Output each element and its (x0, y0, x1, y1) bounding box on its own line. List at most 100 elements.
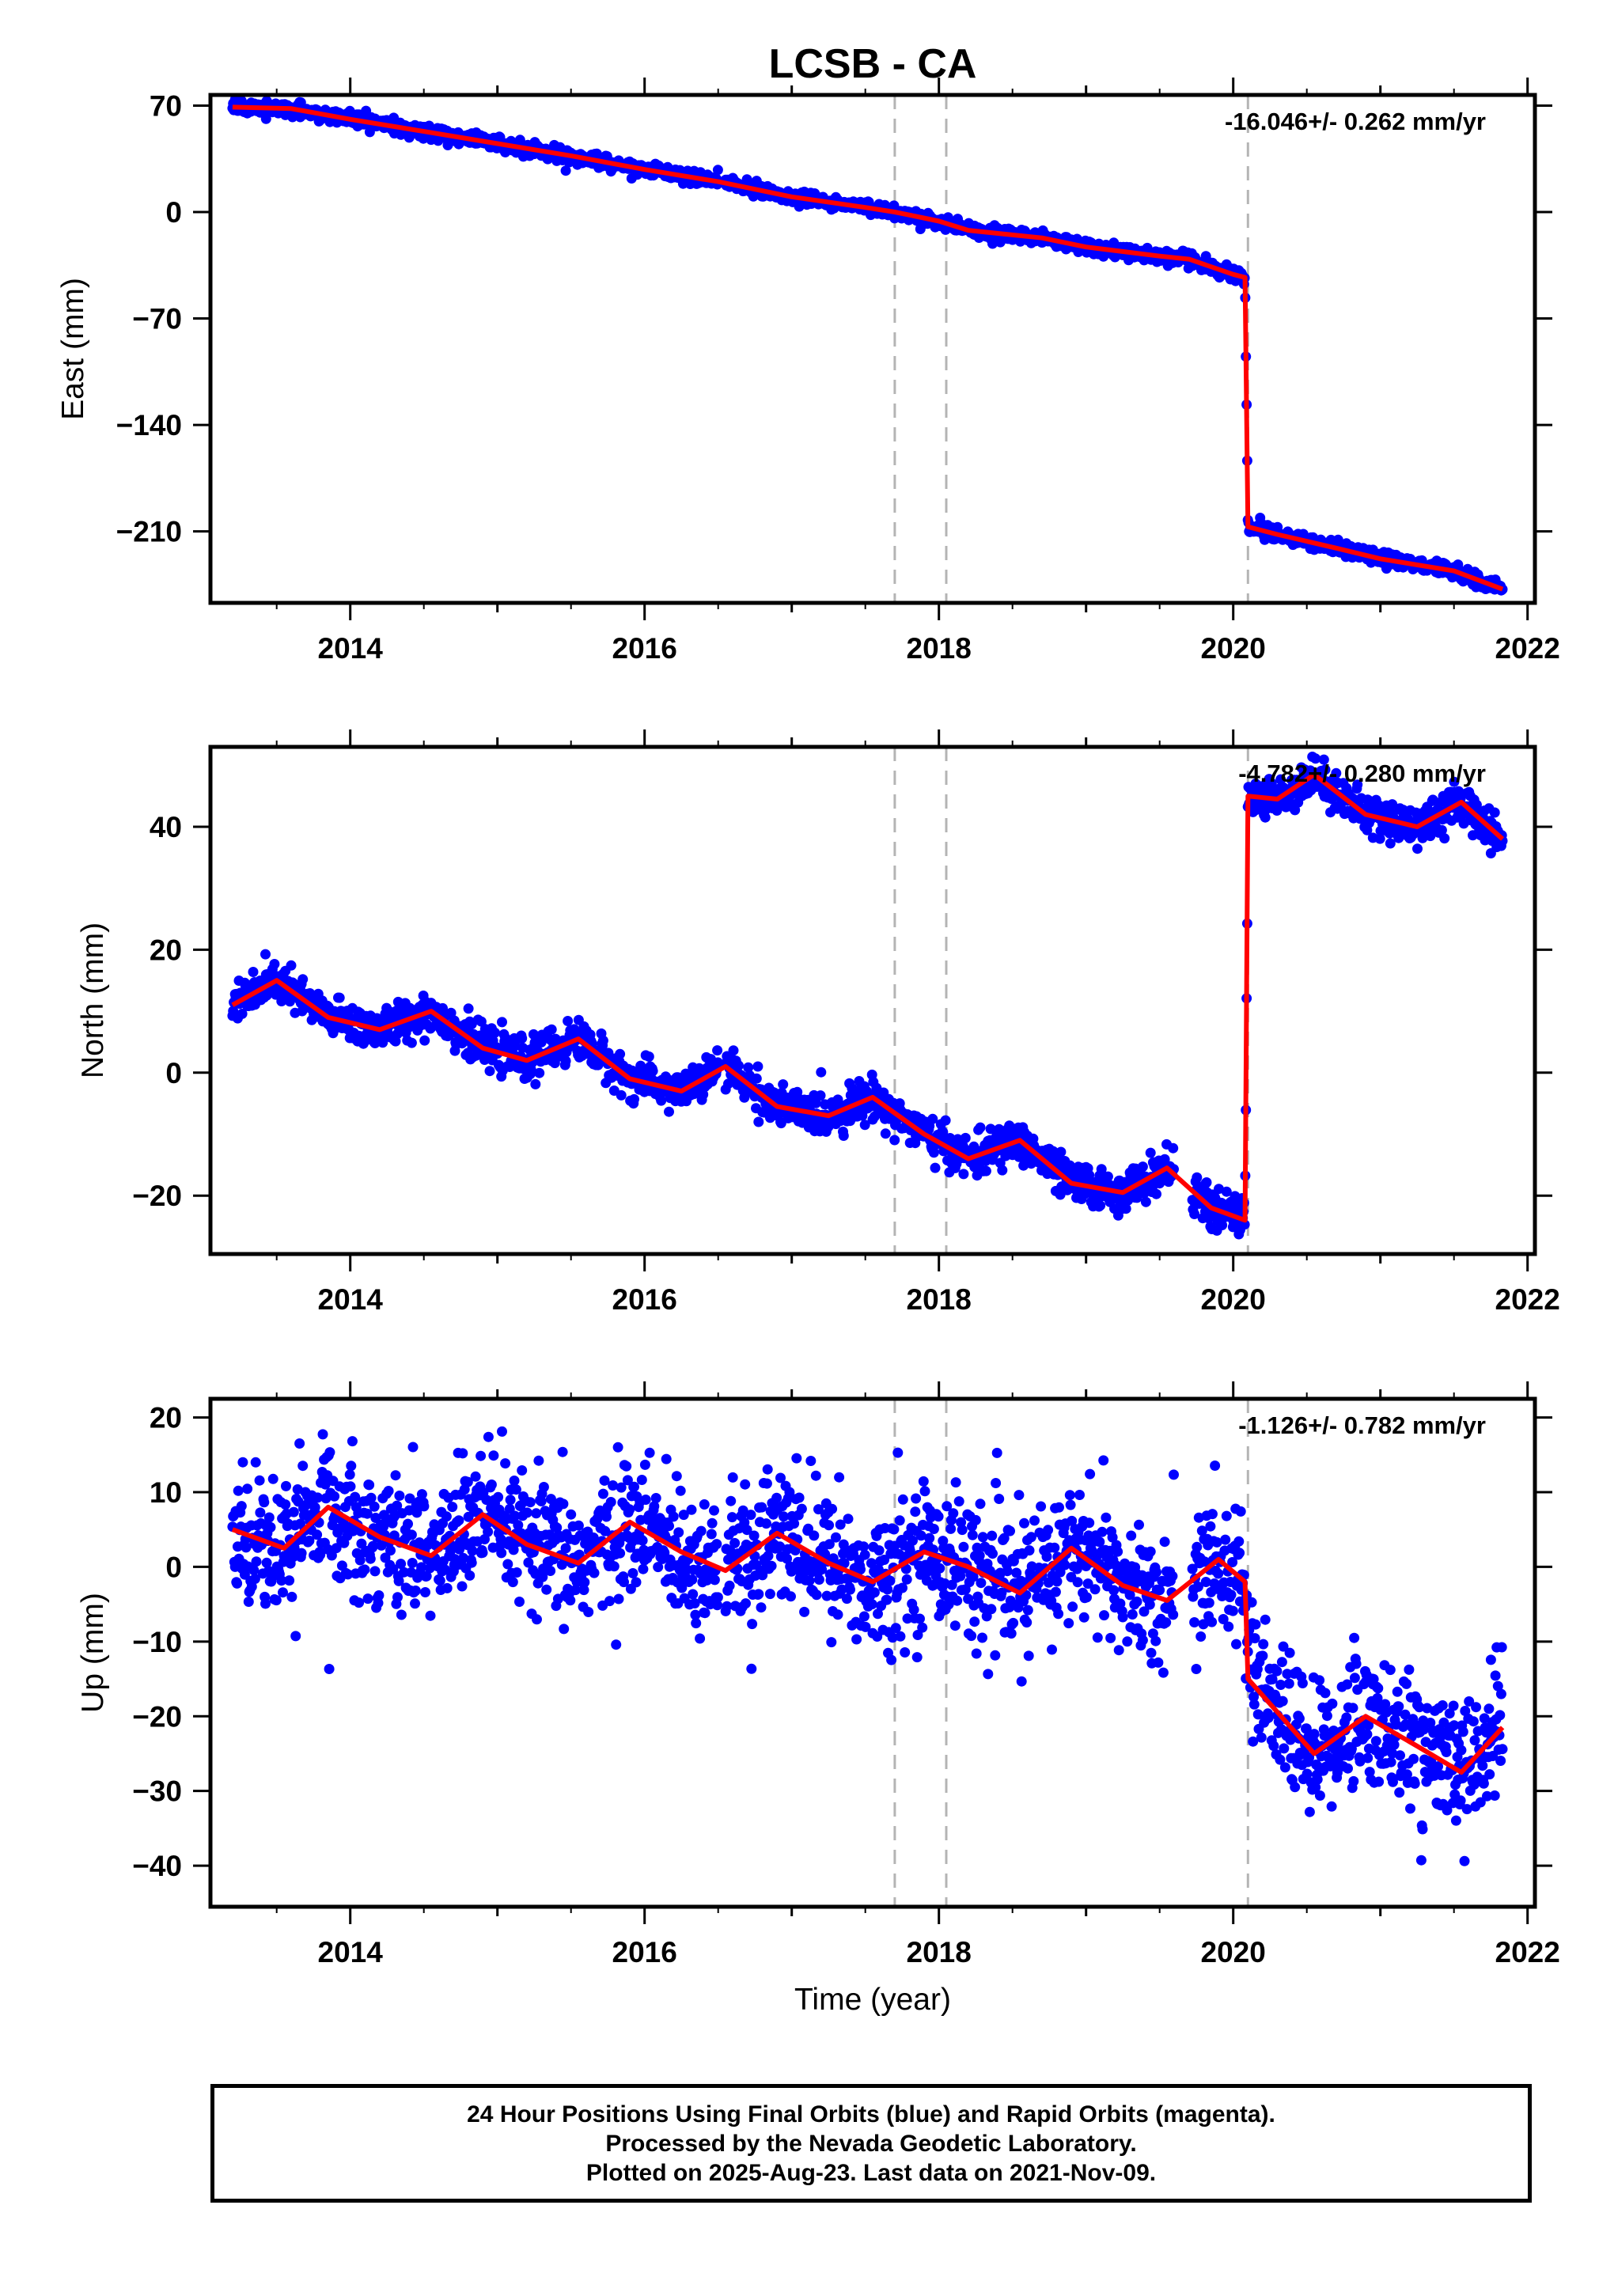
data-point (889, 1135, 900, 1146)
data-point (1385, 838, 1396, 849)
data-point (421, 1570, 432, 1582)
data-point (1120, 1203, 1131, 1214)
data-point (476, 1450, 487, 1461)
data-point (406, 1529, 417, 1540)
data-point (1331, 767, 1342, 779)
data-point (394, 1491, 405, 1501)
data-point (615, 1048, 626, 1059)
chart-title: LCSB - CA (769, 41, 977, 87)
data-point (362, 1508, 373, 1519)
data-point (438, 1002, 448, 1013)
data-point (462, 1476, 473, 1487)
data-point (255, 1507, 266, 1518)
y-tick-label: 20 (150, 934, 182, 966)
model-line-north (231, 772, 1505, 1223)
data-point (470, 1471, 481, 1482)
data-point (1137, 1161, 1148, 1173)
data-point (579, 1577, 590, 1588)
data-point (712, 1592, 723, 1603)
data-point (399, 1567, 410, 1578)
data-point (508, 1544, 519, 1555)
data-point (232, 1578, 243, 1589)
data-point (675, 1485, 686, 1496)
x-tick-label: 2018 (907, 632, 972, 665)
data-point (407, 1558, 418, 1568)
data-point (763, 1551, 774, 1561)
x-tick-label: 2016 (612, 1283, 677, 1316)
data-point (761, 1478, 772, 1489)
data-point (616, 1482, 627, 1493)
data-point (458, 1552, 469, 1563)
data-point (1189, 1209, 1200, 1219)
data-point (615, 1548, 626, 1559)
points-up (227, 1426, 1508, 1866)
data-point (779, 1511, 789, 1522)
data-point (653, 1562, 664, 1573)
data-point (691, 1618, 702, 1629)
data-point (513, 1520, 524, 1531)
data-point (824, 1539, 835, 1550)
data-point (743, 1062, 754, 1073)
data-point (1275, 774, 1286, 785)
data-point (673, 1527, 684, 1538)
data-point (286, 1591, 297, 1602)
data-point (261, 1557, 272, 1568)
data-point (407, 1442, 419, 1453)
data-point (676, 1582, 688, 1593)
data-point (1310, 753, 1321, 764)
data-point (747, 1619, 758, 1630)
data-point (709, 1505, 719, 1516)
data-point (737, 1505, 748, 1516)
data-point (671, 1471, 682, 1482)
data-point (880, 1128, 891, 1139)
data-point (249, 1574, 260, 1584)
data-point (329, 1491, 340, 1502)
data-point (243, 1597, 254, 1607)
data-point (467, 1545, 478, 1556)
data-point (1439, 833, 1450, 844)
data-point (796, 1503, 807, 1514)
data-point (286, 960, 297, 971)
data-point (241, 1542, 252, 1553)
data-point (638, 1563, 649, 1574)
data-point (281, 1480, 291, 1491)
data-point (523, 1557, 534, 1568)
data-point (419, 1501, 430, 1512)
data-point (1260, 812, 1271, 823)
y-tick-label: 40 (150, 811, 182, 843)
data-point (315, 1549, 326, 1560)
data-point (656, 1095, 667, 1106)
data-point (1221, 1186, 1232, 1197)
data-point (698, 1089, 709, 1100)
points-east (227, 95, 1508, 596)
data-point (813, 1504, 824, 1515)
data-point (778, 1079, 789, 1090)
data-point (546, 1024, 557, 1035)
data-point (500, 1458, 511, 1469)
data-point (324, 1447, 335, 1458)
data-point (484, 1066, 495, 1077)
data-point (661, 1453, 672, 1464)
data-point (483, 1526, 494, 1537)
data-point (343, 1569, 354, 1580)
data-point (605, 1497, 616, 1507)
data-point (441, 1511, 452, 1522)
data-point (686, 1504, 697, 1515)
data-point (1203, 1213, 1214, 1224)
data-point (434, 1575, 445, 1586)
data-point (928, 1147, 939, 1158)
rate-label-north: -4.782+/- 0.280 mm/yr (1238, 760, 1486, 787)
plot-frame-east (208, 93, 1537, 605)
data-point (1064, 1160, 1075, 1171)
data-point (722, 1601, 733, 1612)
data-point (613, 1593, 624, 1605)
data-point (741, 1525, 752, 1536)
data-point (690, 1609, 701, 1620)
data-point (601, 1511, 612, 1522)
data-point (805, 1456, 817, 1466)
data-point (376, 1540, 387, 1551)
data-point (930, 1162, 941, 1173)
data-point (570, 1585, 581, 1596)
